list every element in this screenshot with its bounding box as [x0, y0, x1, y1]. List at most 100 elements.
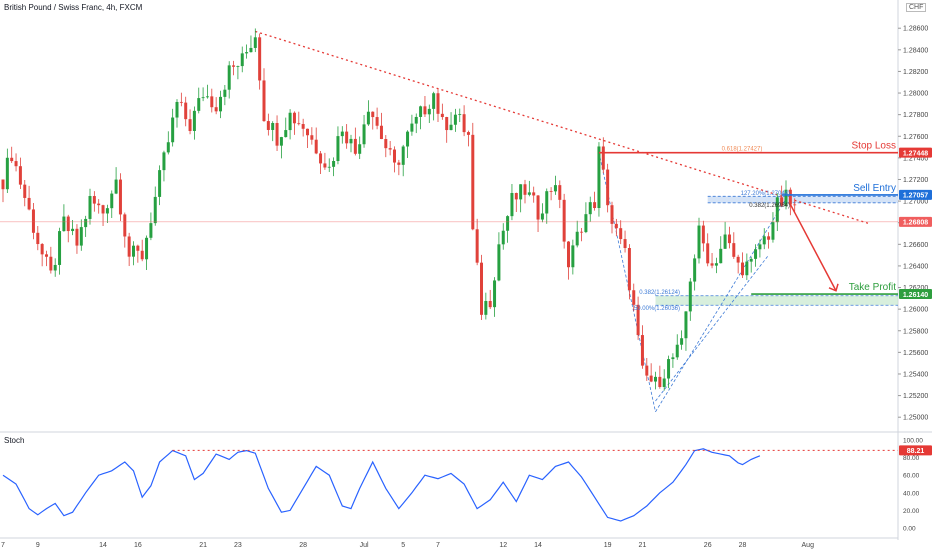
- candle-body: [597, 146, 601, 209]
- candle-body: [149, 223, 153, 238]
- candle-body: [584, 214, 588, 233]
- candle-body: [23, 184, 27, 198]
- candle-body: [88, 196, 92, 219]
- currency-badge[interactable]: CHF: [906, 3, 927, 12]
- candle-body: [271, 123, 275, 130]
- candle-body: [114, 179, 118, 194]
- fibonacci-labels: 0.618(1.27427) 127.20%(1.27044) 0.382(1.26…: [634, 147, 790, 312]
- candle-body: [545, 191, 549, 214]
- price-axis[interactable]: 1.28600 1.28400 1.28200 1.28000 1.27800 1.276…: [898, 26, 928, 422]
- price-badge-label: 1.26140: [903, 292, 928, 299]
- candle-body: [266, 121, 270, 130]
- candle-body: [397, 162, 401, 165]
- time-tick-label: 21: [639, 542, 647, 549]
- candle-body: [623, 239, 627, 249]
- candle-body: [693, 258, 697, 282]
- candle-body: [31, 209, 35, 233]
- candle-body: [445, 117, 449, 131]
- candle-body: [145, 237, 149, 260]
- candle-body: [580, 231, 584, 233]
- stoch-line: [2, 448, 761, 522]
- candle-body: [697, 225, 701, 259]
- candle-body: [205, 96, 209, 98]
- candle-body: [680, 338, 684, 345]
- time-tick-label: 23: [234, 542, 242, 549]
- candle-body: [345, 131, 349, 144]
- price-badge-label: 1.27448: [903, 150, 928, 157]
- candle-body: [540, 213, 544, 220]
- fib-label-entry-ret: 0.382(1.26984): [749, 203, 790, 209]
- trade-levels[interactable]: Stop Loss Sell Entry Take Profit: [0, 141, 898, 295]
- candle-body: [140, 250, 144, 260]
- fib-label-entry-ext: 127.20%(1.27044): [741, 191, 790, 197]
- chart-title: British Pound / Swiss Franc, 4h, FXCM: [4, 3, 143, 12]
- candle-body: [493, 280, 497, 308]
- candle-body: [14, 161, 18, 167]
- candle-body: [758, 244, 762, 250]
- price-tick-label: 1.27400: [903, 155, 928, 162]
- descending-trendline[interactable]: [255, 30, 869, 224]
- candle-body: [166, 142, 170, 153]
- price-badge-label: 1.26808: [903, 220, 928, 227]
- price-tick-label: 1.28200: [903, 69, 928, 76]
- sell-entry-zone: [707, 196, 898, 203]
- price-tick-label: 1.25800: [903, 328, 928, 335]
- price-tick-label: 1.25000: [903, 415, 928, 422]
- candle-body: [319, 153, 323, 164]
- candle-body: [53, 264, 57, 271]
- candle-body: [127, 236, 131, 257]
- candle-body: [440, 113, 444, 118]
- stoch-badge: [899, 445, 932, 456]
- time-tick-label: 7: [436, 542, 440, 549]
- candle-body: [706, 243, 710, 264]
- price-tick-label: 1.27600: [903, 134, 928, 141]
- candle-body: [349, 138, 353, 144]
- candle-body: [675, 344, 679, 358]
- candle-body: [610, 205, 614, 224]
- candle-body: [741, 262, 744, 276]
- candle-body: [393, 149, 396, 163]
- candle-body: [236, 66, 240, 67]
- candle-body: [118, 179, 122, 215]
- candle-body: [658, 376, 662, 387]
- candle-body: [36, 232, 40, 245]
- fib-leg: [655, 198, 787, 413]
- candle-body: [732, 243, 736, 257]
- take-profit-label: Take Profit: [849, 282, 896, 293]
- price-tick-label: 1.26600: [903, 242, 928, 249]
- time-tick-label: 28: [739, 542, 747, 549]
- stoch-axis[interactable]: 100.00 80.00 60.00 40.00 20.00 0.00: [903, 438, 923, 533]
- candle-body: [240, 53, 244, 67]
- candle-body: [527, 192, 531, 195]
- candle-body: [510, 192, 514, 217]
- candle-body: [649, 375, 653, 382]
- candle-body: [136, 245, 140, 251]
- candle-body: [375, 117, 379, 126]
- candle-body: [101, 205, 105, 214]
- price-tick-label: 1.28400: [903, 47, 928, 54]
- candle-body: [219, 96, 222, 112]
- candle-body: [784, 189, 788, 206]
- candle-body: [253, 37, 257, 48]
- candle-body: [75, 228, 79, 246]
- candle-body: [601, 146, 605, 170]
- candle-body: [288, 112, 292, 131]
- candle-body: [558, 185, 562, 200]
- candle-body: [419, 106, 423, 117]
- stop-loss-label: Stop Loss: [852, 141, 896, 152]
- candle-body: [262, 80, 266, 122]
- candle-body: [523, 184, 527, 195]
- candle-body: [284, 130, 288, 138]
- candle-body: [297, 123, 301, 125]
- candle-body: [788, 189, 792, 205]
- candle-body: [475, 229, 479, 263]
- candle-body: [627, 248, 631, 291]
- indicator-title: Stoch: [4, 436, 25, 445]
- time-axis[interactable]: 7 9 14 16 21 23 28 Jul 5 7 12 14 19 21 26 28 Aug: [1, 542, 814, 549]
- candle-body: [567, 241, 570, 268]
- candle-body: [92, 196, 96, 204]
- stoch-tick-label: 80.00: [903, 455, 920, 462]
- candle-body: [158, 170, 162, 197]
